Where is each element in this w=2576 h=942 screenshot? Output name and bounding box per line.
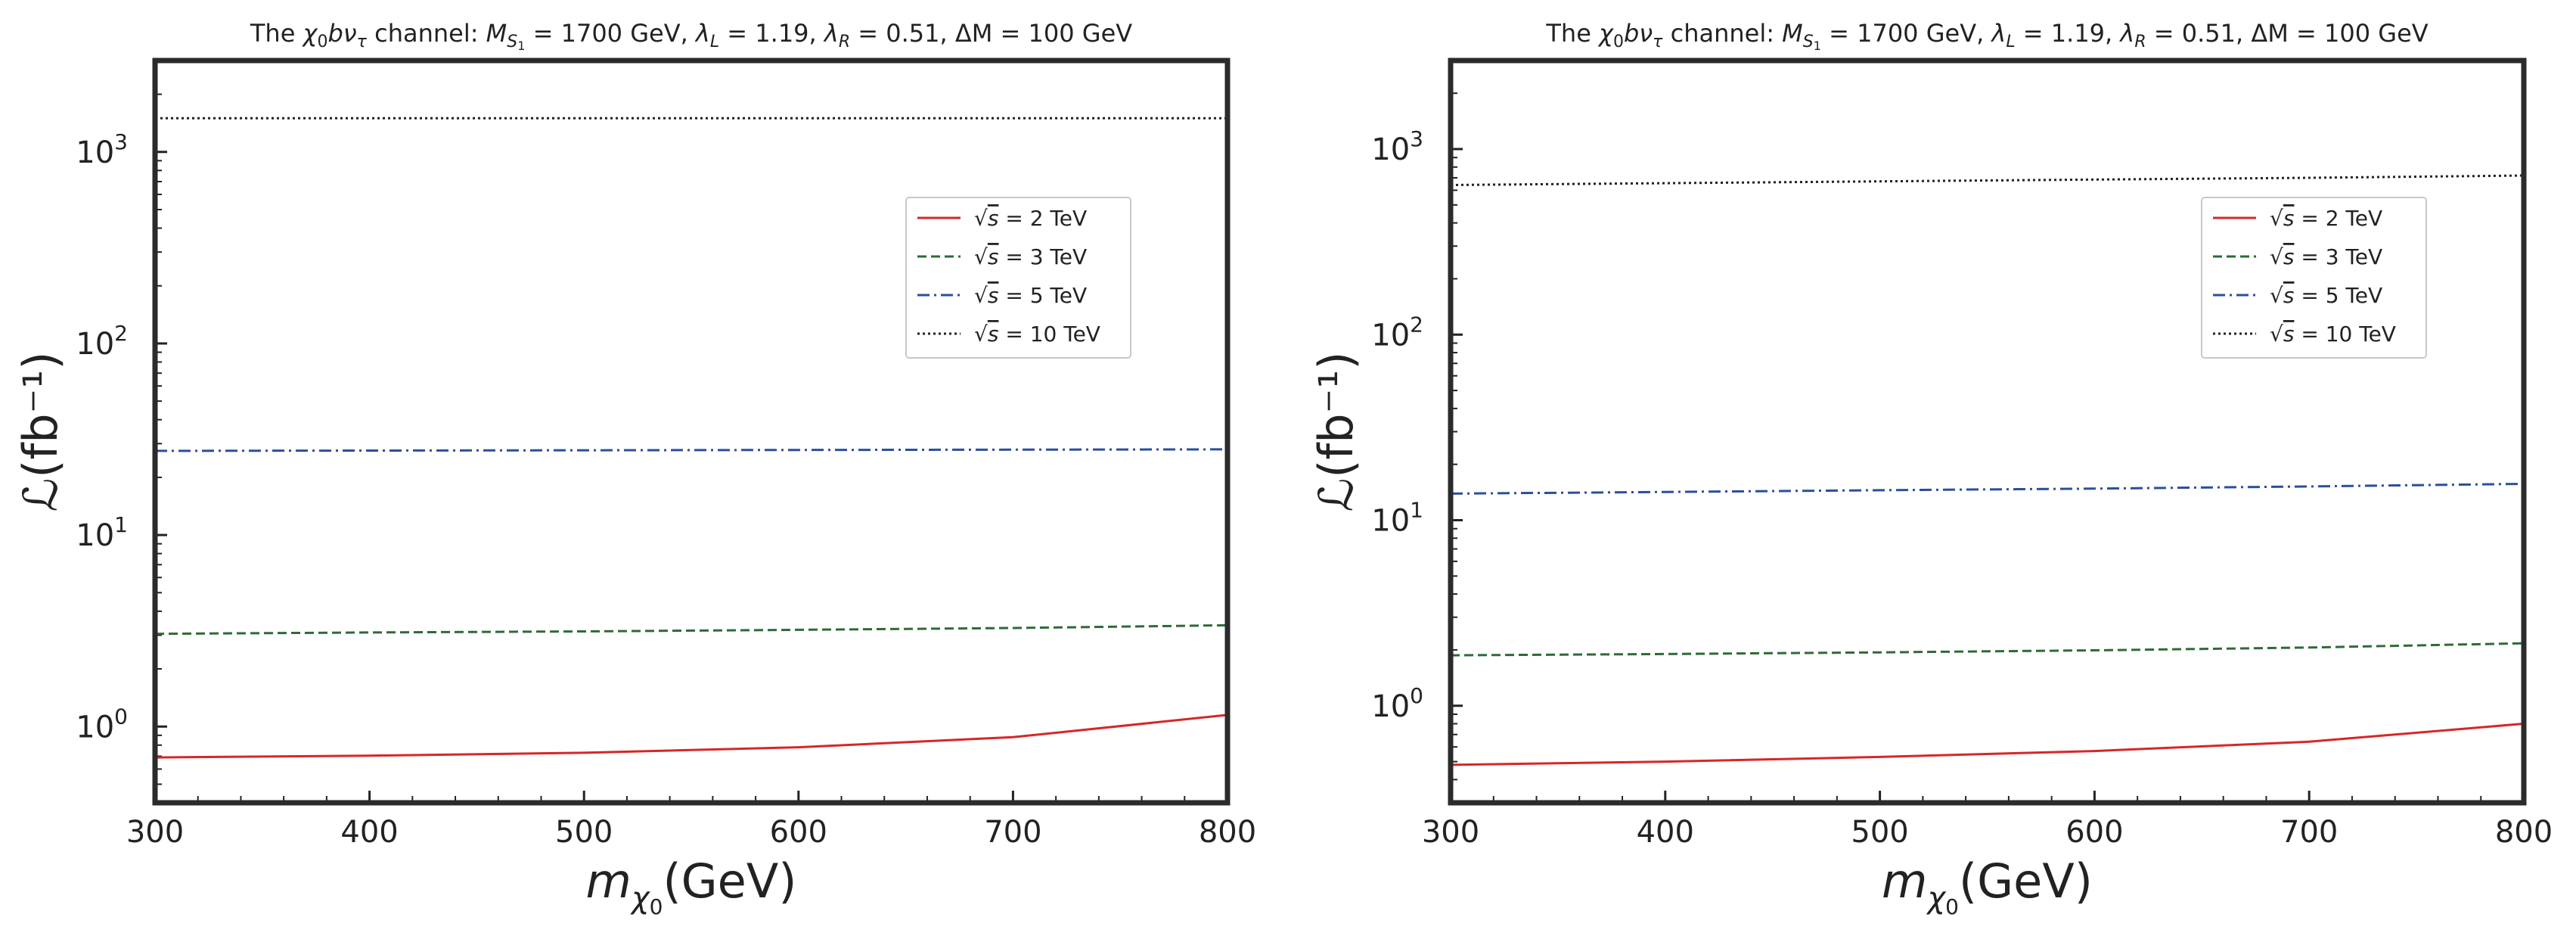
- chart-title: The χ0bντ channel: MS1 = 1700 GeV, λL = …: [250, 19, 1132, 53]
- x-tick-label: 300: [126, 815, 184, 850]
- y-tick-label: 102: [1371, 312, 1423, 353]
- y-tick-label: 100: [1371, 683, 1423, 724]
- legend-label: √s = 5 TeV: [974, 283, 1087, 308]
- x-axis-label: mχ0(GeV): [586, 853, 797, 919]
- legend-label: √s = 3 TeV: [974, 244, 1087, 269]
- legend-label: √s = 10 TeV: [2270, 322, 2396, 347]
- y-tick-label: 103: [76, 129, 128, 170]
- y-axis-label: ℒ(fb⁻¹): [13, 352, 68, 512]
- x-tick-label: 800: [2495, 815, 2553, 850]
- chart-panel-2: The χ0bντ channel: MS1 = 1700 GeV, λL = …: [1308, 19, 2553, 919]
- legend-box: [905, 197, 1131, 359]
- series-line-1: [154, 713, 1228, 759]
- x-tick-label: 700: [2280, 815, 2338, 850]
- legend-label: √s = 5 TeV: [2270, 283, 2382, 308]
- x-axis-label: mχ0(GeV): [1882, 853, 2093, 919]
- y-tick-label: 101: [1371, 498, 1423, 539]
- x-tick-label: 400: [340, 815, 398, 850]
- series-line-3: [1450, 483, 2525, 495]
- x-tick-label: 700: [984, 815, 1041, 850]
- plot-frame: [152, 58, 1231, 806]
- legend-box: [2201, 197, 2427, 359]
- legend-label: √s = 2 TeV: [2270, 206, 2382, 231]
- x-tick-label: 500: [555, 815, 613, 850]
- plot-frame: [1448, 58, 2527, 806]
- chart-panel-1: The χ0bντ channel: MS1 = 1700 GeV, λL = …: [13, 19, 1256, 919]
- series-line-2: [1450, 642, 2525, 657]
- y-tick-label: 103: [1371, 126, 1423, 167]
- x-tick-label: 600: [770, 815, 827, 850]
- series-line-3: [154, 448, 1228, 452]
- x-tick-label: 800: [1199, 815, 1256, 850]
- legend: √s = 2 TeV √s = 3 TeV √s = 5 TeV √s = 10 Te…: [905, 197, 1131, 359]
- chart-title: The χ0bντ channel: MS1 = 1700 GeV, λL = …: [1545, 19, 2428, 53]
- x-tick-label: 300: [1422, 815, 1479, 850]
- series-line-4: [1450, 174, 2525, 186]
- legend-label: √s = 10 TeV: [974, 322, 1100, 347]
- y-axis-label: ℒ(fb⁻¹): [1308, 352, 1364, 512]
- legend-label: √s = 2 TeV: [974, 206, 1087, 231]
- x-tick-label: 600: [2065, 815, 2123, 850]
- y-tick-label: 101: [76, 512, 128, 553]
- legend-label: √s = 3 TeV: [2270, 244, 2382, 269]
- x-tick-label: 500: [1851, 815, 1908, 850]
- y-tick-label: 102: [76, 321, 128, 362]
- y-tick-label: 100: [76, 704, 128, 745]
- series-line-1: [1450, 723, 2525, 766]
- x-tick-label: 400: [1637, 815, 1694, 850]
- series-line-2: [154, 623, 1228, 636]
- legend: √s = 2 TeV √s = 3 TeV √s = 5 TeV √s = 10 Te…: [2201, 197, 2427, 359]
